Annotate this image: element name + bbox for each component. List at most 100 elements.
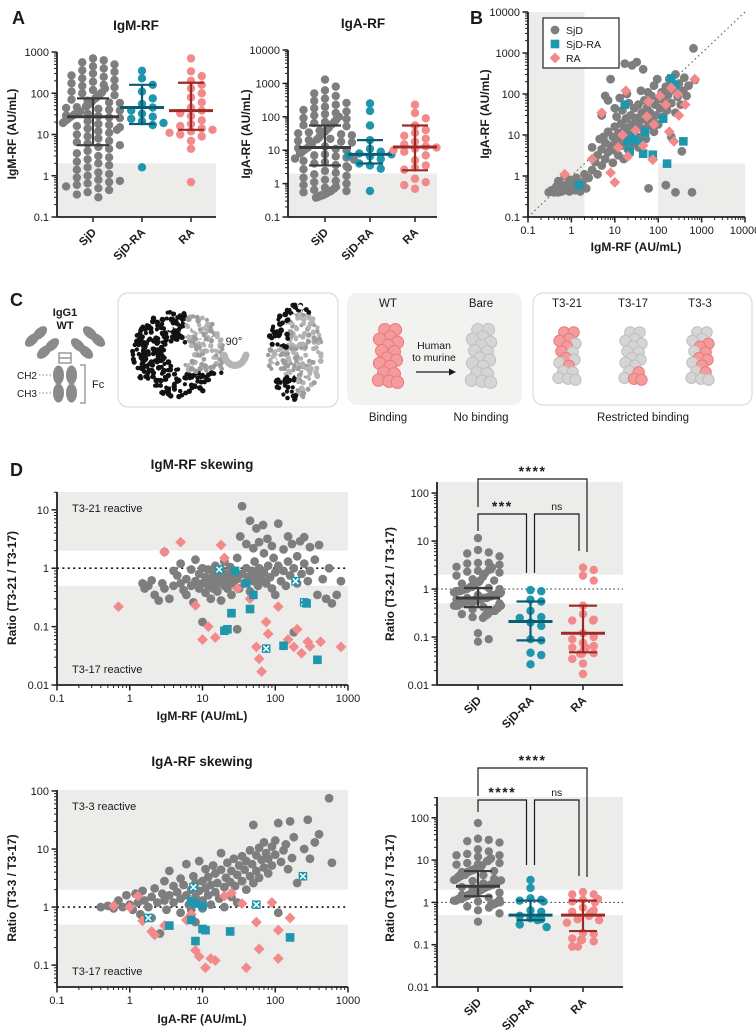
- data-point: [410, 174, 420, 183]
- data-point: [299, 188, 308, 197]
- data-point: [273, 908, 283, 918]
- data-point: [179, 880, 189, 890]
- data-point: [293, 136, 303, 146]
- data-point: [421, 134, 430, 143]
- data-point: [273, 818, 283, 828]
- median-sjd_ra: [508, 600, 553, 642]
- x-tick-label: 100: [649, 225, 667, 237]
- rotation-label: 90°: [226, 336, 243, 348]
- data-point: [240, 865, 250, 875]
- data-point: [262, 534, 272, 544]
- y-tick-label: 1: [274, 179, 280, 191]
- upper-annotation: T3-3 reactive: [72, 801, 136, 813]
- data-point: [452, 571, 461, 580]
- data-point: [165, 128, 174, 137]
- arrow-label-1: Human: [417, 340, 451, 352]
- x-tick-label: 10: [609, 225, 621, 237]
- data-point: [281, 581, 291, 591]
- data-point-diamond: [672, 88, 684, 100]
- antibody-domain: [53, 383, 64, 403]
- data-point: [484, 835, 493, 845]
- data-point: [652, 74, 662, 84]
- data-point-square: [620, 100, 630, 109]
- data-point: [376, 154, 385, 164]
- data-point-diamond: [231, 583, 243, 594]
- data-point: [310, 555, 320, 565]
- data-point: [189, 871, 198, 881]
- variant-blob-t3-21: [552, 326, 582, 386]
- y-tick-label: 1000: [256, 78, 280, 90]
- data-point: [164, 594, 174, 604]
- panel-labels: A B C D: [10, 8, 483, 480]
- data-point: [237, 876, 247, 886]
- data-point: [463, 567, 472, 576]
- data-point: [299, 844, 309, 854]
- data-point-diamond: [609, 176, 621, 188]
- data-point: [489, 866, 499, 876]
- x-tick-label: 10: [196, 995, 208, 1007]
- data-point: [83, 139, 92, 148]
- data-point: [267, 541, 277, 551]
- data-point: [297, 569, 306, 579]
- y-tick-label: 0.1: [505, 212, 520, 224]
- data-point: [400, 180, 409, 190]
- data-point: [303, 576, 313, 586]
- data-point: [110, 90, 119, 100]
- data-point: [115, 98, 125, 108]
- significance: ******** ns: [477, 752, 588, 877]
- wt-blob: [371, 323, 405, 389]
- data-point-diamond: [622, 151, 634, 162]
- x-mark: [145, 914, 152, 922]
- data-point: [682, 91, 691, 101]
- data-point: [94, 175, 103, 184]
- data-point: [72, 165, 82, 174]
- x-axis-title: IgM-RF (AU/mL): [591, 240, 682, 254]
- data-point: [310, 96, 319, 106]
- data-point: [263, 869, 273, 878]
- data-point-square: [679, 137, 688, 146]
- upper-annotation: T3-21 reactive: [72, 503, 142, 515]
- variant-label: T3-3: [688, 298, 712, 310]
- data-point: [571, 173, 581, 183]
- data-point: [169, 898, 178, 907]
- data-point: [311, 193, 321, 202]
- ch2-label: CH2: [17, 371, 37, 382]
- data-point: [212, 587, 222, 596]
- data-point: [620, 59, 630, 69]
- data-point: [473, 917, 483, 926]
- data-point: [72, 173, 82, 182]
- data-point: [118, 902, 128, 912]
- data-point: [148, 112, 157, 121]
- data-point-diamond: [226, 887, 237, 899]
- x-tick-label: 0.1: [49, 693, 64, 705]
- data-point: [421, 178, 430, 187]
- data-point-diamond: [549, 52, 561, 64]
- data-point: [452, 851, 461, 860]
- data-point: [305, 542, 315, 552]
- data-point: [248, 543, 258, 553]
- data-point: [148, 94, 157, 103]
- data-point: [83, 155, 92, 164]
- data-point: [172, 571, 182, 580]
- data-point: [164, 890, 174, 900]
- data-point-diamond: [596, 107, 608, 119]
- data-point: [232, 624, 242, 634]
- data-point: [452, 860, 461, 869]
- data-point-square: [285, 933, 295, 942]
- data-point: [104, 153, 114, 162]
- data-point: [687, 187, 697, 197]
- category-label: RA: [569, 997, 589, 1017]
- significance-label: ****: [519, 752, 547, 768]
- data-point: [473, 818, 483, 828]
- data-point: [197, 116, 206, 125]
- data-point: [568, 635, 577, 644]
- data-point: [576, 935, 586, 945]
- data-point: [191, 576, 200, 586]
- y-tick-label: 10: [37, 130, 49, 142]
- category-label: SjD-RA: [112, 227, 149, 264]
- data-point: [365, 186, 375, 196]
- significance-bracket: [533, 513, 580, 573]
- data-point: [197, 89, 206, 98]
- data-point: [147, 892, 157, 902]
- data-point: [310, 178, 319, 187]
